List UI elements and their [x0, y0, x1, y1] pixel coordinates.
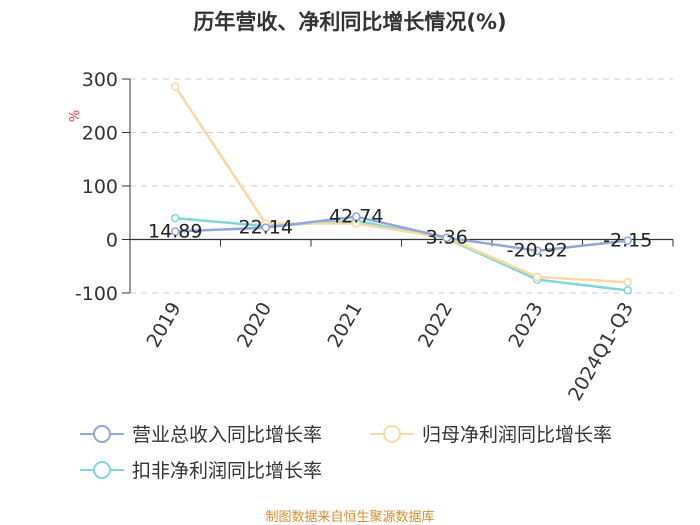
data-label: -2.15 [603, 230, 652, 252]
data-label: -20.92 [507, 240, 568, 262]
data-point [352, 212, 361, 221]
data-point [533, 246, 542, 255]
data-point [623, 236, 632, 245]
legend-item-revenue[interactable]: 营业总收入同比增长率 [80, 420, 322, 447]
legend-item-deducted-net-profit[interactable]: 扣非净利润同比增长率 [80, 456, 322, 483]
y-tick-label: 0 [106, 230, 118, 252]
data-point [533, 272, 542, 282]
legend-label: 扣非净利润同比增长率 [132, 460, 323, 482]
series-line [174, 85, 628, 284]
y-tick-label: 200 [82, 123, 118, 145]
legend-marker-icon [80, 424, 124, 443]
source-note: 制图数据来自恒生聚源数据库 [265, 510, 435, 525]
legend-marker-icon [370, 424, 414, 443]
grid-layer [130, 78, 673, 294]
x-tick-label: 2020 [233, 299, 276, 352]
data-label: 3.36 [426, 227, 468, 249]
data-point [623, 286, 632, 295]
legend-label: 归母净利润同比增长率 [422, 424, 613, 446]
data-point [623, 278, 632, 287]
data-point [442, 233, 451, 242]
y-tick-label: 100 [82, 176, 118, 198]
legend-item-net-profit[interactable]: 归母净利润同比增长率 [370, 420, 612, 447]
data-point [171, 227, 180, 236]
series-line [175, 215, 628, 252]
legend-label: 营业总收入同比增长率 [132, 424, 323, 446]
legend-marker-icon [80, 460, 124, 479]
series-layer [171, 82, 632, 295]
x-tick-label: 2024Q1-Q3 [564, 299, 638, 405]
x-tick-label: 2023 [504, 299, 547, 352]
data-point [171, 213, 180, 223]
x-tick-label: 2021 [323, 299, 366, 352]
y-axis-label: % [68, 110, 83, 122]
data-label: 14.89 [148, 221, 202, 243]
data-label: 42.74 [329, 206, 383, 228]
data-point [261, 223, 270, 232]
data-label: 22.14 [239, 217, 293, 239]
data-label-layer: 14.89 22.14 42.74 3.36 -20.92 -2.15 [148, 206, 652, 262]
x-tick-label: 2019 [142, 299, 185, 352]
y-tick-label: 300 [82, 69, 118, 91]
chart-title: 历年营收、净利同比增长情况(%) [193, 10, 507, 34]
x-tick-label: 2022 [414, 299, 457, 352]
y-tick-label: -100 [75, 283, 118, 305]
data-point [171, 82, 180, 91]
